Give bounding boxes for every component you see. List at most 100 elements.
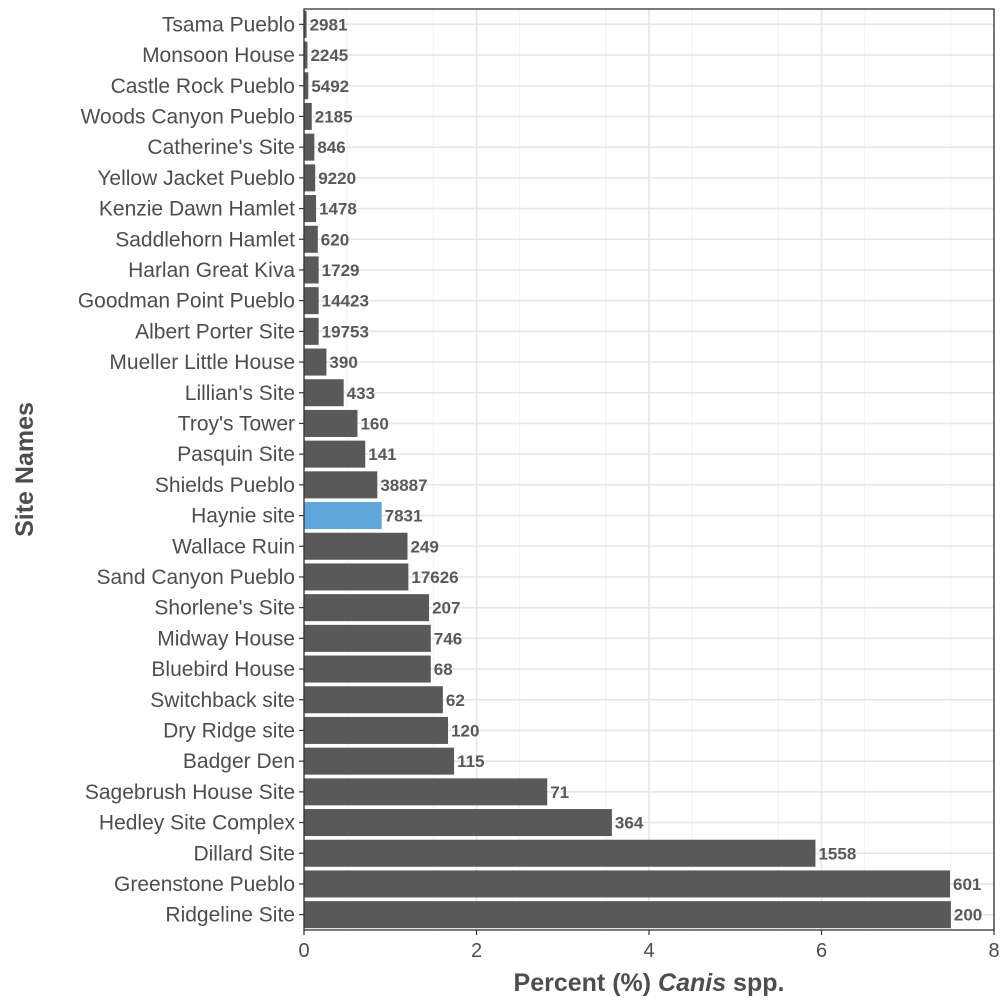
x-tick-label: 6 bbox=[816, 940, 827, 962]
bar-value-label: 14423 bbox=[322, 292, 369, 311]
y-tick-label: Kenzie Dawn Hamlet bbox=[99, 198, 295, 221]
bar-value-label: 2185 bbox=[315, 107, 353, 126]
bar bbox=[304, 41, 308, 69]
y-tick-label: Sand Canyon Pueblo bbox=[97, 566, 296, 589]
x-tick-label: 0 bbox=[298, 940, 309, 962]
bar-value-label: 2981 bbox=[310, 15, 348, 34]
bar bbox=[304, 901, 951, 929]
bar bbox=[304, 133, 315, 161]
bar-value-label: 115 bbox=[457, 752, 484, 771]
y-tick-label: Mueller Little House bbox=[109, 351, 295, 374]
x-axis: 0 2 4 6 8 bbox=[298, 930, 1000, 962]
y-tick-label: Saddlehorn Hamlet bbox=[115, 228, 295, 251]
y-tick-label: Harlan Great Kiva bbox=[128, 259, 295, 282]
y-tick-label: Yellow Jacket Pueblo bbox=[97, 167, 295, 190]
y-tick-label: Greenstone Pueblo bbox=[114, 873, 295, 896]
y-tick-label: Tsama Pueblo bbox=[162, 13, 295, 36]
bar-value-label: 120 bbox=[451, 721, 479, 740]
y-tick-label: Pasquin Site bbox=[177, 443, 295, 466]
bar bbox=[304, 716, 449, 744]
bar-value-label: 71 bbox=[550, 783, 569, 802]
bar-value-label: 5492 bbox=[311, 77, 349, 96]
bar-value-label: 249 bbox=[411, 537, 439, 556]
y-tick-label: Catherine's Site bbox=[147, 136, 295, 159]
y-tick-label: Albert Porter Site bbox=[135, 320, 295, 343]
x-axis-title: Percent (%) Canis spp. bbox=[514, 969, 785, 997]
y-tick-label: Monsoon House bbox=[142, 44, 295, 67]
bar bbox=[304, 778, 548, 806]
data-labels-layer: 2981 2245 5492 2185 846 9220 1478 620 1729 14423 1… bbox=[310, 15, 983, 924]
bar-value-label: 38887 bbox=[380, 476, 427, 495]
y-tick-label: Shorlene's Site bbox=[154, 597, 295, 620]
bar bbox=[304, 287, 319, 315]
bar-value-label: 68 bbox=[434, 660, 453, 679]
bar bbox=[304, 655, 431, 683]
y-tick-label: Midway House bbox=[157, 627, 295, 650]
y-tick-label: Badger Den bbox=[183, 750, 295, 773]
bar bbox=[304, 594, 430, 622]
y-tick-label: Wallace Ruin bbox=[172, 535, 295, 558]
bar bbox=[304, 195, 317, 223]
y-tick-label: Woods Canyon Pueblo bbox=[81, 105, 295, 128]
bar bbox=[304, 225, 318, 253]
bar-value-label: 9220 bbox=[318, 169, 356, 188]
bar bbox=[304, 471, 378, 499]
y-tick-label: Haynie site bbox=[191, 505, 295, 528]
y-tick-label: Shields Pueblo bbox=[155, 474, 295, 497]
bar-value-label: 1729 bbox=[322, 261, 360, 280]
bar bbox=[304, 870, 951, 898]
bar-value-label: 160 bbox=[360, 414, 388, 433]
bar bbox=[304, 348, 327, 376]
bar bbox=[304, 317, 319, 345]
x-axis-title-italic: Canis bbox=[658, 969, 726, 997]
bars-layer bbox=[304, 10, 951, 929]
y-tick-label: Ridgeline Site bbox=[165, 904, 295, 927]
y-tick-label: Hedley Site Complex bbox=[99, 812, 296, 835]
bar-value-label: 207 bbox=[432, 599, 460, 618]
bar bbox=[304, 532, 408, 560]
bar-value-label: 433 bbox=[347, 384, 375, 403]
bar-value-label: 364 bbox=[615, 814, 644, 833]
bar bbox=[304, 839, 816, 867]
x-tick-label: 8 bbox=[988, 940, 999, 962]
bar bbox=[304, 379, 344, 407]
y-tick-label: Dillard Site bbox=[193, 842, 295, 865]
y-tick-label: Lillian's Site bbox=[185, 382, 295, 405]
bar-highlighted bbox=[304, 502, 382, 530]
bar-value-label: 601 bbox=[953, 875, 981, 894]
bar bbox=[304, 686, 443, 714]
bar bbox=[304, 164, 316, 192]
bar-value-label: 19753 bbox=[322, 322, 369, 341]
bar-value-label: 17626 bbox=[411, 568, 458, 587]
bar-value-label: 620 bbox=[321, 230, 349, 249]
bar bbox=[304, 809, 612, 837]
bar-value-label: 141 bbox=[368, 445, 396, 464]
bar-value-label: 746 bbox=[434, 629, 462, 648]
bar bbox=[304, 563, 409, 591]
x-axis-title-part: spp. bbox=[726, 969, 784, 997]
x-tick-label: 4 bbox=[643, 940, 654, 962]
bar bbox=[304, 409, 358, 437]
x-axis-title-part: Percent (%) bbox=[514, 969, 658, 997]
bar bbox=[304, 624, 431, 652]
bar bbox=[304, 10, 307, 38]
grid-lines bbox=[303, 9, 995, 930]
bar bbox=[304, 102, 312, 130]
bar bbox=[304, 256, 319, 284]
bar-value-label: 62 bbox=[446, 691, 465, 710]
bar bbox=[304, 72, 309, 100]
bar-value-label: 390 bbox=[329, 353, 357, 372]
y-axis: Tsama Pueblo Monsoon House Castle Rock Pue… bbox=[78, 13, 304, 927]
bar bbox=[304, 747, 455, 775]
y-tick-label: Switchback site bbox=[150, 689, 295, 712]
y-tick-label: Goodman Point Pueblo bbox=[78, 290, 295, 313]
y-axis-title: Site Names bbox=[11, 402, 39, 537]
bar bbox=[304, 440, 366, 468]
y-tick-label: Bluebird House bbox=[151, 658, 295, 681]
x-tick-label: 2 bbox=[471, 940, 482, 962]
bar-value-label: 200 bbox=[954, 906, 982, 925]
y-tick-label: Sagebrush House Site bbox=[85, 781, 295, 804]
y-tick-label: Castle Rock Pueblo bbox=[111, 75, 295, 98]
